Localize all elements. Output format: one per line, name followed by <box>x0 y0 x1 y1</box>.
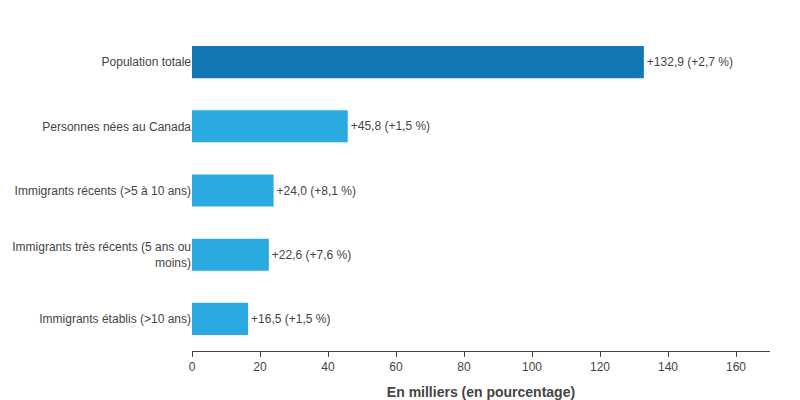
svg-text:20: 20 <box>253 360 267 374</box>
svg-text:100: 100 <box>522 360 542 374</box>
svg-text:Immigrants très récents (5 ans: Immigrants très récents (5 ans oumoins) <box>12 240 191 270</box>
svg-text:40: 40 <box>321 360 335 374</box>
svg-text:120: 120 <box>590 360 610 374</box>
svg-text:80: 80 <box>457 360 471 374</box>
svg-text:Immigrants récents (>5 à 10 an: Immigrants récents (>5 à 10 ans) <box>15 184 191 198</box>
svg-text:+22,6 (+7,6 %): +22,6 (+7,6 %) <box>272 248 351 262</box>
svg-text:+45,8 (+1,5 %): +45,8 (+1,5 %) <box>351 119 430 133</box>
svg-text:Personnes nées au Canada: Personnes nées au Canada <box>42 120 191 134</box>
svg-text:60: 60 <box>389 360 403 374</box>
svg-text:140: 140 <box>658 360 678 374</box>
svg-text:160: 160 <box>726 360 746 374</box>
svg-text:+24,0 (+8,1 %): +24,0 (+8,1 %) <box>277 184 356 198</box>
svg-text:0: 0 <box>189 360 196 374</box>
svg-text:Population totale: Population totale <box>102 55 192 69</box>
svg-text:+132,9 (+2,7 %): +132,9 (+2,7 %) <box>647 55 733 69</box>
svg-text:En milliers (en pourcentage): En milliers (en pourcentage) <box>387 384 575 400</box>
svg-text:+16,5 (+1,5 %): +16,5 (+1,5 %) <box>251 312 330 326</box>
svg-text:Immigrants établis (>10 ans): Immigrants établis (>10 ans) <box>39 312 191 326</box>
